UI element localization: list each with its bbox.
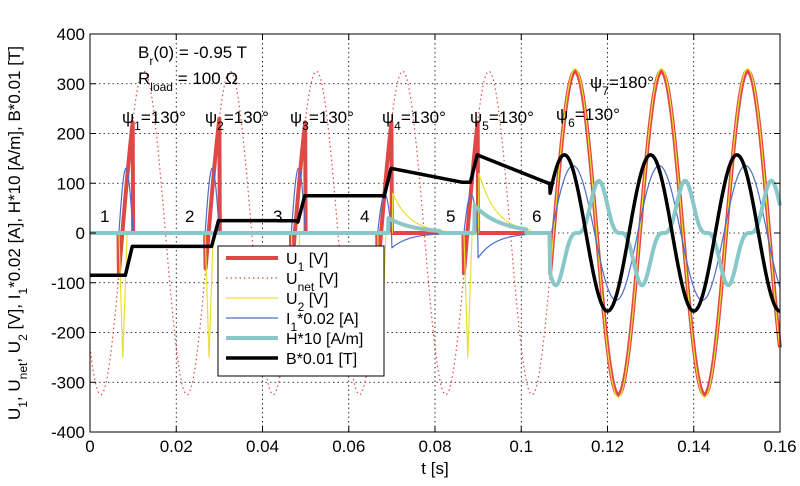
y-tick-label: -200 (51, 324, 85, 343)
y-tick-label: -400 (51, 423, 85, 442)
x-tick-label: 0.06 (332, 437, 365, 456)
legend-label-2: U2 [V] (286, 291, 328, 314)
x-tick-label: 0.1 (509, 437, 533, 456)
x-tick-label: 0.04 (246, 437, 279, 456)
annotation-rload: Rload = 100 Ω (138, 69, 238, 94)
annotation-psi-3: ψ3=130° (290, 108, 354, 133)
ticks: 0 0.02 0.04 0.06 0.08 0.1 0.12 0.14 0.16 -400 -300… (51, 25, 797, 456)
legend-label-1: Unet [V] (286, 271, 338, 294)
annotation-psi-1: ψ1=130° (122, 108, 186, 133)
annotation-br: Br(0) = -0.95 T (138, 43, 247, 68)
legend-label-0: U1 [V] (286, 251, 328, 274)
x-tick-label: 0.14 (677, 437, 710, 456)
y-tick-label: 300 (57, 75, 85, 94)
series-line-5 (88, 153, 782, 313)
x-axis-label: t [s] (421, 459, 448, 478)
y-tick-label: 0 (76, 224, 85, 243)
annotation-psi-4: ψ4=130° (382, 108, 446, 133)
pulse-number-6: 6 (532, 207, 541, 226)
x-tick-label: 0.08 (418, 437, 451, 456)
pulse-number-5: 5 (446, 207, 455, 226)
pulse-number-4: 4 (360, 207, 369, 226)
legend: U1 [V]Unet [V]U2 [V]I1*0.02 [A]H*10 [A/m… (217, 245, 385, 377)
y-tick-label: 200 (57, 125, 85, 144)
y-axis-label: U1, Unet, U2 [V], I1*0.02 [A], H*10 [A/m… (5, 46, 30, 420)
annotation-psi-5: ψ5=130° (470, 108, 534, 133)
pulse-number-3: 3 (273, 207, 282, 226)
legend-label-4: H*10 [A/m] (286, 331, 363, 348)
pulse-number-2: 2 (185, 207, 194, 226)
series-line-4 (88, 178, 782, 288)
series-layer (88, 68, 782, 398)
x-tick-label: 0.12 (591, 437, 624, 456)
annotation-psi-6: ψ6=130° (556, 105, 620, 130)
y-tick-label: -100 (51, 274, 85, 293)
x-tick-label: 0 (85, 437, 94, 456)
pulse-number-1: 1 (100, 207, 109, 226)
x-tick-label: 0.16 (763, 437, 796, 456)
legend-box (217, 245, 385, 377)
legend-label-5: B*0.01 [T] (286, 351, 357, 368)
y-tick-label: 400 (57, 25, 85, 44)
annotation-psi-2: ψ2=130° (205, 108, 269, 133)
y-tick-label: -300 (51, 373, 85, 392)
y-tick-label: 100 (57, 174, 85, 193)
x-tick-label: 0.02 (160, 437, 193, 456)
annotation-psi-7: ψ7=180° (590, 73, 654, 98)
legend-label-3: I1*0.02 [A] (286, 311, 359, 334)
